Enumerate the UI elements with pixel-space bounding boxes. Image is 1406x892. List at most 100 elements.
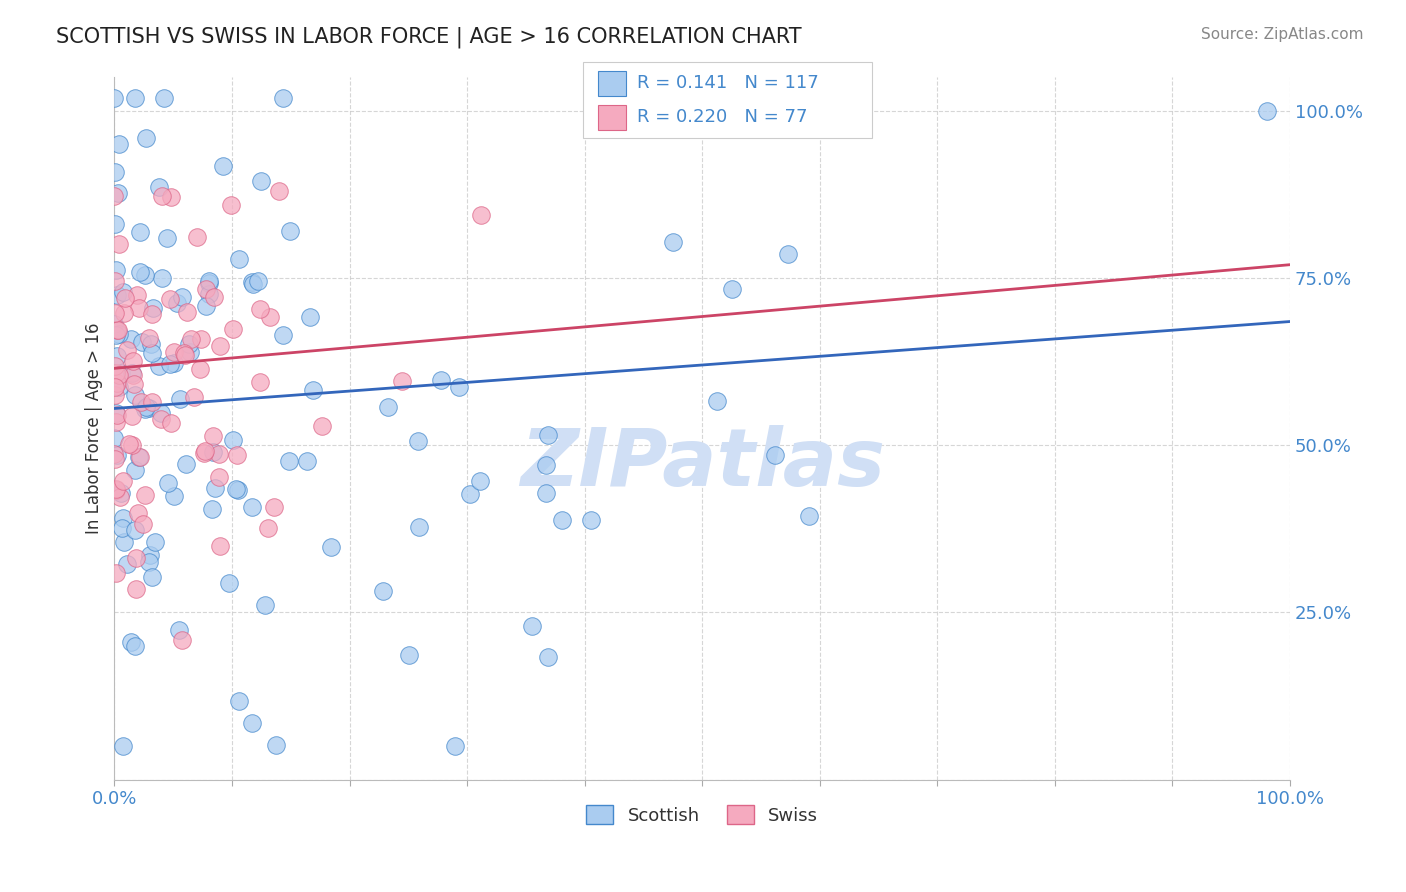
Point <box>120 332 142 346</box>
Point <box>108 327 131 342</box>
Point <box>222 322 245 336</box>
Point <box>240 716 263 731</box>
Point <box>201 429 224 443</box>
Point <box>202 290 225 304</box>
Point <box>111 521 134 535</box>
Point <box>163 356 186 370</box>
Point <box>128 450 150 465</box>
Point <box>148 359 170 374</box>
Point <box>121 409 143 424</box>
Point <box>201 501 224 516</box>
Point <box>115 558 138 572</box>
Point <box>129 225 152 239</box>
Point <box>149 406 172 420</box>
Point <box>406 434 429 448</box>
Point <box>124 523 146 537</box>
Point <box>778 246 800 260</box>
Point <box>108 137 131 152</box>
Point <box>138 401 160 416</box>
Point <box>141 394 163 409</box>
Point <box>104 406 127 420</box>
Point <box>128 450 150 465</box>
Point <box>391 374 413 388</box>
Point <box>127 506 149 520</box>
Point <box>159 358 181 372</box>
Point <box>124 90 146 104</box>
Point <box>408 520 430 534</box>
Point <box>520 619 543 633</box>
Point <box>104 380 127 394</box>
Point <box>194 299 217 313</box>
Point <box>190 332 212 346</box>
Point <box>121 367 143 381</box>
Point <box>103 388 125 402</box>
Point <box>138 555 160 569</box>
Point <box>156 231 179 245</box>
Point <box>160 190 183 204</box>
Point <box>104 483 127 497</box>
Point <box>139 336 162 351</box>
Point <box>173 346 195 360</box>
Point <box>706 393 728 408</box>
Point <box>195 282 218 296</box>
Point <box>107 186 129 200</box>
Point <box>170 290 193 304</box>
Point <box>162 489 184 503</box>
Point <box>159 292 181 306</box>
Point <box>179 345 201 359</box>
Point <box>228 694 250 708</box>
Point <box>226 448 249 462</box>
Point <box>259 310 281 325</box>
Point <box>174 457 197 471</box>
Point <box>174 348 197 362</box>
Point <box>449 380 471 394</box>
Point <box>470 209 492 223</box>
Point <box>302 383 325 397</box>
Point <box>311 419 333 434</box>
Point <box>124 550 146 565</box>
Point <box>267 184 290 198</box>
Point <box>797 508 820 523</box>
Point <box>221 198 243 212</box>
Point <box>124 639 146 653</box>
Point <box>105 328 128 343</box>
Point <box>169 392 191 406</box>
Point <box>221 433 243 447</box>
Point <box>135 130 157 145</box>
Point <box>117 343 139 357</box>
Point <box>156 476 179 491</box>
Point <box>105 349 128 363</box>
Point <box>257 521 280 535</box>
Point <box>103 431 125 445</box>
Point <box>253 598 276 612</box>
Point <box>104 415 127 429</box>
Point <box>167 624 190 638</box>
Point <box>204 481 226 495</box>
Point <box>209 539 232 553</box>
Point <box>278 224 301 238</box>
Point <box>103 90 125 104</box>
Point <box>131 516 153 531</box>
Point <box>534 485 557 500</box>
Point <box>763 448 786 462</box>
Point <box>371 584 394 599</box>
Point <box>721 282 744 296</box>
Point <box>160 416 183 430</box>
Point <box>537 428 560 442</box>
Point <box>468 475 491 489</box>
Point <box>131 334 153 349</box>
Point <box>250 174 273 188</box>
Point <box>105 408 128 422</box>
Point <box>278 454 301 468</box>
Point <box>105 323 128 337</box>
Point <box>193 446 215 460</box>
Point <box>139 549 162 563</box>
Point <box>207 447 229 461</box>
Point <box>460 487 482 501</box>
Point <box>430 373 453 387</box>
Point <box>228 252 250 267</box>
Point <box>271 328 294 343</box>
Point <box>112 306 135 320</box>
Point <box>110 367 132 381</box>
Point <box>103 446 125 460</box>
